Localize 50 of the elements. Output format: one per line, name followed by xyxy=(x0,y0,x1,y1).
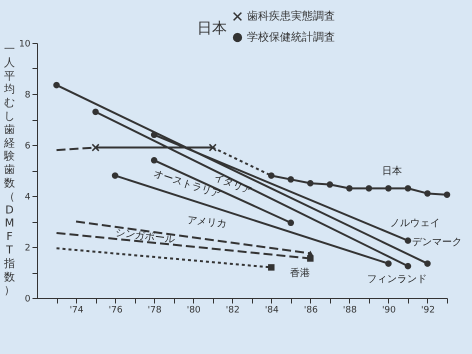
x-tick-label: '76 xyxy=(108,306,123,316)
point xyxy=(424,190,431,197)
point xyxy=(92,144,100,152)
annotation: 日本 xyxy=(382,165,402,177)
point xyxy=(150,157,158,164)
x-tick-label: '74 xyxy=(70,306,84,316)
x-tick-label: '82 xyxy=(226,306,240,316)
x-tick-label: '88 xyxy=(342,306,358,316)
point xyxy=(424,260,431,267)
point xyxy=(326,181,334,188)
point xyxy=(444,191,450,198)
y-tick-label: 2 xyxy=(24,244,30,254)
y-tick-label: 0 xyxy=(24,294,31,304)
point xyxy=(112,172,118,179)
point xyxy=(208,144,217,152)
point xyxy=(307,255,314,262)
y-tick-label: 10 xyxy=(19,40,31,50)
x-tick-label: '80 xyxy=(186,306,201,316)
point xyxy=(404,237,412,244)
point xyxy=(92,108,99,116)
annotation: ノルウェイ xyxy=(390,218,440,229)
annotation: フィンランド xyxy=(367,274,427,285)
point xyxy=(288,176,294,183)
point xyxy=(346,185,353,192)
annotation: 香港 xyxy=(290,267,310,279)
point xyxy=(385,185,392,192)
annotation: シンガポール xyxy=(114,227,176,246)
y-tick-label: 6 xyxy=(24,142,31,152)
annotation: アメリカ xyxy=(186,214,228,230)
x-tick-label: '84 xyxy=(264,306,280,316)
x-tick-label: '92 xyxy=(421,306,435,316)
point xyxy=(307,180,314,186)
x-tick-label: '86 xyxy=(304,306,318,316)
annotation: デンマーク xyxy=(412,237,462,248)
point xyxy=(404,185,412,192)
point xyxy=(404,262,412,270)
point xyxy=(150,132,158,138)
x-tick-label: '78 xyxy=(148,306,162,316)
legend-title: 日本 xyxy=(197,19,227,37)
legend-label: 学校保健統計調査 xyxy=(247,30,335,44)
point xyxy=(288,220,294,226)
point xyxy=(53,82,60,88)
text: 一人平均むし歯経験歯数（DMFT指数） xyxy=(4,42,15,297)
legend-label: 歯科疾患実態調査 xyxy=(247,10,335,22)
y-tick-label: 4 xyxy=(24,192,31,202)
x-tick-label: '90 xyxy=(382,306,396,316)
point xyxy=(385,260,392,267)
y-tick-label: 8 xyxy=(24,90,31,100)
point xyxy=(366,185,372,192)
point xyxy=(268,264,275,271)
